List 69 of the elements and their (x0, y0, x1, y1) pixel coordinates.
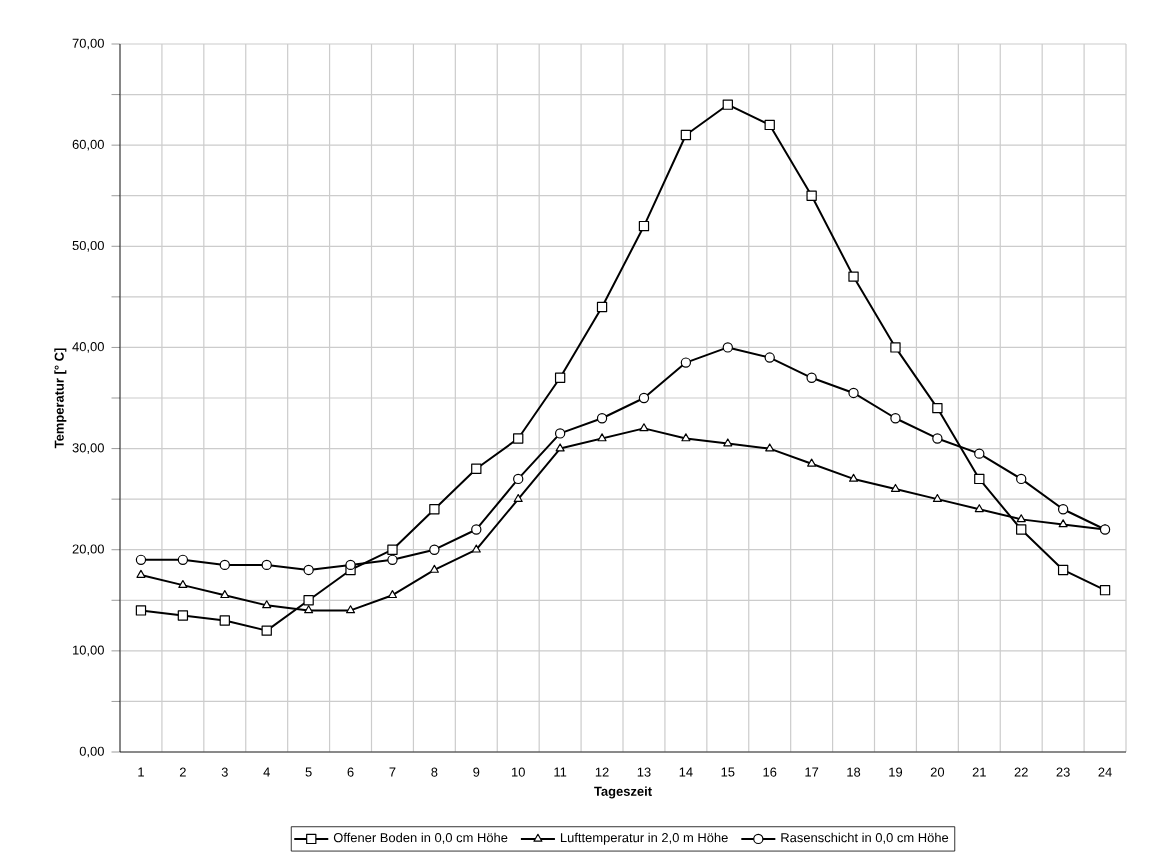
point (765, 443, 775, 452)
point (639, 423, 649, 432)
point (806, 372, 817, 383)
point (723, 438, 733, 447)
point (554, 372, 566, 383)
point (806, 190, 817, 201)
point (680, 129, 692, 141)
point (764, 119, 775, 131)
point (1057, 504, 1069, 515)
point (387, 554, 398, 566)
point (262, 600, 272, 609)
point (429, 564, 439, 573)
point (303, 595, 314, 606)
point (471, 524, 482, 535)
point (596, 413, 608, 424)
point (596, 301, 608, 313)
point (513, 473, 524, 485)
point (1058, 519, 1068, 528)
point (974, 504, 984, 513)
point (471, 463, 482, 474)
point (932, 433, 943, 444)
point (136, 569, 146, 578)
point (848, 473, 859, 482)
point (932, 493, 942, 503)
point (135, 605, 147, 616)
point (303, 564, 314, 576)
point (261, 625, 272, 636)
point (513, 493, 523, 503)
point (638, 220, 650, 232)
point (848, 271, 859, 282)
point (638, 392, 650, 404)
point (178, 579, 188, 589)
point (681, 433, 691, 442)
point (890, 342, 901, 353)
point (471, 544, 481, 553)
point (722, 99, 733, 110)
point (974, 448, 985, 459)
point (807, 458, 817, 467)
point (345, 559, 356, 571)
point (513, 433, 524, 444)
point (1099, 584, 1111, 596)
point (1016, 514, 1026, 523)
point (848, 387, 859, 399)
point (135, 554, 147, 566)
point (177, 610, 189, 621)
point (555, 443, 565, 452)
point (597, 433, 607, 442)
point (219, 559, 230, 571)
point (219, 615, 230, 626)
point (764, 352, 775, 363)
point (345, 605, 356, 614)
point (722, 342, 733, 353)
point (387, 590, 398, 599)
point (304, 605, 314, 614)
point (429, 504, 440, 515)
point (554, 428, 566, 439)
point (387, 544, 398, 555)
point (890, 413, 901, 424)
point (1016, 524, 1027, 535)
point (974, 473, 985, 485)
point (890, 483, 901, 492)
point (1057, 564, 1069, 576)
point (429, 544, 440, 555)
point (1016, 473, 1027, 485)
point (177, 554, 189, 566)
point (261, 559, 272, 571)
point (932, 402, 943, 414)
point (680, 357, 692, 368)
point (220, 590, 230, 599)
